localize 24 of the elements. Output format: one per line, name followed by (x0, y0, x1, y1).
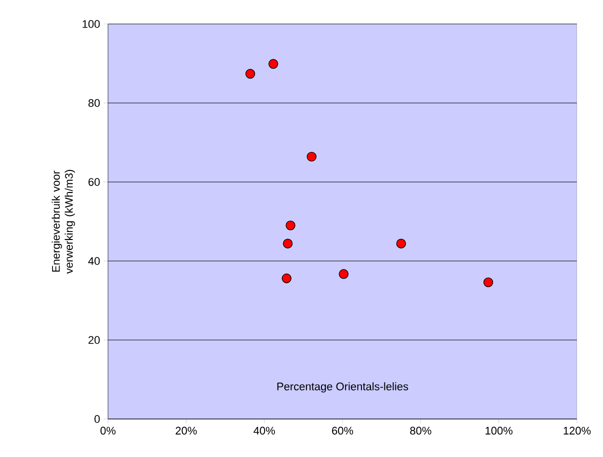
y-tick-label: 40 (88, 257, 100, 265)
x-tick-label: 0% (100, 426, 116, 435)
y-tick-label: 100 (82, 20, 100, 28)
x-tick-label: 20% (176, 426, 197, 435)
x-tick-label: 100% (486, 426, 512, 435)
y-tick-label: 60 (88, 178, 100, 186)
point (306, 152, 316, 162)
point (483, 277, 494, 288)
x-axis-title: Percentage Orientals-lelies (277, 382, 408, 393)
point (268, 59, 278, 69)
point (286, 220, 296, 230)
point (282, 274, 292, 284)
y-tick-label: 0 (94, 415, 100, 423)
y-tick-label: 20 (88, 336, 100, 344)
x-tick-label: 40% (254, 426, 275, 435)
x-tick-label: 60% (332, 426, 354, 435)
y-tick-label: 80 (88, 99, 100, 107)
x-tick-label: 120% (564, 426, 591, 435)
point (245, 68, 256, 79)
point (282, 238, 293, 248)
point (396, 238, 406, 248)
x-tick-label: 80% (410, 426, 432, 435)
y-axis-title: Energieverbruik voor verwerking (kWh/m3) (52, 170, 75, 274)
point (338, 269, 349, 279)
